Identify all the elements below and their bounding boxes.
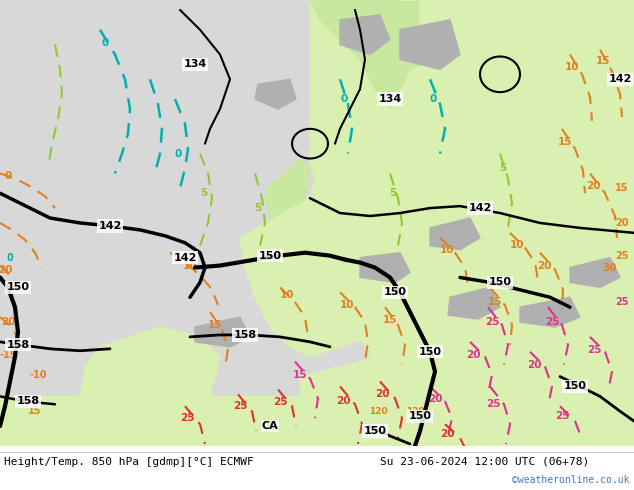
Polygon shape <box>570 258 620 287</box>
Text: 5: 5 <box>200 188 207 198</box>
Text: 0: 0 <box>101 38 108 48</box>
Text: 10: 10 <box>440 245 454 255</box>
Text: 10: 10 <box>280 290 294 300</box>
Text: 15: 15 <box>208 320 223 330</box>
Text: 15: 15 <box>383 315 398 325</box>
Text: 25: 25 <box>180 413 194 423</box>
Text: 25: 25 <box>486 399 500 409</box>
Text: 25: 25 <box>273 397 287 407</box>
Polygon shape <box>400 20 460 70</box>
Text: 25: 25 <box>615 297 629 307</box>
Text: 25: 25 <box>555 411 569 421</box>
Text: 20: 20 <box>537 261 551 270</box>
Polygon shape <box>295 0 634 446</box>
Text: 5: 5 <box>500 164 507 173</box>
Polygon shape <box>360 253 410 282</box>
Text: Su 23-06-2024 12:00 UTC (06+78): Su 23-06-2024 12:00 UTC (06+78) <box>380 457 589 467</box>
Polygon shape <box>448 287 500 319</box>
Text: 0: 0 <box>6 253 13 263</box>
Text: 20: 20 <box>615 218 629 228</box>
Text: 15: 15 <box>29 406 42 416</box>
Polygon shape <box>400 0 634 297</box>
Text: 150: 150 <box>384 287 406 297</box>
Text: 142: 142 <box>608 74 631 84</box>
Text: Height/Temp. 850 hPa [gdmp][°C] ECMWF: Height/Temp. 850 hPa [gdmp][°C] ECMWF <box>4 457 254 467</box>
Text: 0: 0 <box>340 94 347 104</box>
Text: 150: 150 <box>259 251 281 261</box>
Text: 142: 142 <box>98 221 122 231</box>
Text: 10: 10 <box>565 62 579 73</box>
Text: 25: 25 <box>485 317 499 327</box>
Text: 158: 158 <box>6 340 30 350</box>
Text: 134: 134 <box>183 59 207 70</box>
Text: 120: 120 <box>406 407 424 416</box>
Text: 0: 0 <box>4 172 11 181</box>
Text: 20: 20 <box>440 429 454 439</box>
Text: 150: 150 <box>489 277 512 288</box>
Text: 150: 150 <box>6 282 30 293</box>
Text: 20: 20 <box>428 394 443 404</box>
Polygon shape <box>80 327 220 436</box>
Polygon shape <box>300 357 450 426</box>
Text: 10: 10 <box>510 240 524 250</box>
Text: 150: 150 <box>564 381 586 392</box>
Text: 25: 25 <box>615 251 629 261</box>
Text: CA: CA <box>262 421 278 431</box>
Text: 15: 15 <box>558 137 573 147</box>
Text: 15: 15 <box>293 369 307 380</box>
Polygon shape <box>255 79 296 109</box>
Text: 15: 15 <box>615 183 629 193</box>
Text: 142: 142 <box>173 253 197 263</box>
Polygon shape <box>195 317 250 347</box>
Text: 120: 120 <box>369 407 387 416</box>
Polygon shape <box>265 159 310 228</box>
Text: 20: 20 <box>586 181 600 191</box>
Polygon shape <box>310 0 510 109</box>
Text: 10: 10 <box>340 300 354 310</box>
Text: 25: 25 <box>545 317 559 327</box>
Text: 150: 150 <box>363 426 387 436</box>
Text: -15: -15 <box>0 350 16 360</box>
Text: ©weatheronline.co.uk: ©weatheronline.co.uk <box>512 475 630 485</box>
Polygon shape <box>340 15 390 54</box>
Text: 25: 25 <box>233 401 247 411</box>
Text: 20: 20 <box>466 350 480 360</box>
Text: 20: 20 <box>336 396 350 406</box>
Text: 5: 5 <box>254 203 262 213</box>
Text: 142: 142 <box>469 203 492 213</box>
Text: 0: 0 <box>174 148 181 159</box>
Text: 10: 10 <box>183 261 197 270</box>
Text: 20: 20 <box>0 265 12 274</box>
Text: 20: 20 <box>375 390 389 399</box>
Text: 150: 150 <box>418 347 441 357</box>
Text: 30: 30 <box>603 263 618 272</box>
Text: 20: 20 <box>1 317 15 327</box>
Text: 25: 25 <box>586 345 601 355</box>
Text: 20: 20 <box>527 360 541 369</box>
Text: 0: 0 <box>429 94 437 104</box>
Polygon shape <box>0 396 634 446</box>
Text: 15: 15 <box>596 56 611 67</box>
Text: -10: -10 <box>29 369 47 380</box>
Polygon shape <box>430 218 480 250</box>
Text: 134: 134 <box>378 94 401 104</box>
Polygon shape <box>520 297 580 327</box>
Text: 5: 5 <box>389 188 397 198</box>
Polygon shape <box>240 198 430 357</box>
Text: 158: 158 <box>233 330 257 340</box>
Text: 150: 150 <box>408 411 432 421</box>
Text: 158: 158 <box>16 396 39 406</box>
Text: 15: 15 <box>488 297 502 307</box>
